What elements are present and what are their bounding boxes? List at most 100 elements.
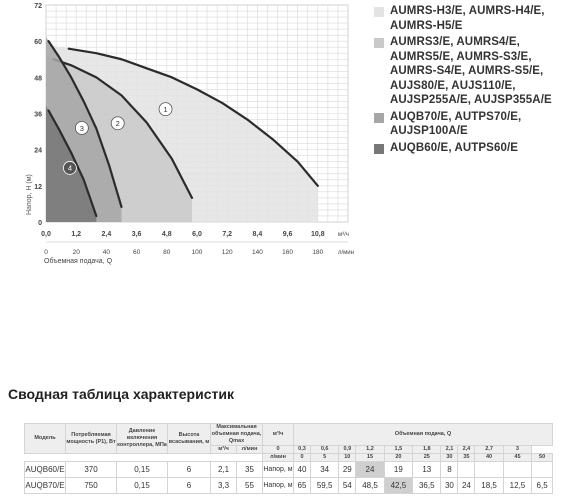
x-tick-top-label: 0,0 xyxy=(41,231,51,238)
curve-marker-label-1: 1 xyxy=(163,105,167,114)
cell-head-value: 18,5 xyxy=(474,477,504,494)
flow-m3h-value: 2,1 xyxy=(440,445,459,454)
x-tick-top-label: 6,0 xyxy=(192,231,202,238)
cell-head-value: 30 xyxy=(440,477,459,494)
x-tick-top-label: 1,2 xyxy=(71,231,81,238)
legend-swatch xyxy=(374,7,384,17)
cell-power: 370 xyxy=(65,461,117,478)
legend-swatch xyxy=(374,38,384,48)
legend-text: AUQB60/E, AUTPS60/E xyxy=(390,141,519,154)
cell-head-value xyxy=(457,461,476,478)
col-qmax-lmin: л/мин xyxy=(236,445,263,454)
cell-suction: 6 xyxy=(167,477,211,494)
cell-q-lmin: 35 xyxy=(236,461,263,478)
chart-legend: AUMRS-H3/E, AUMRS-H4/E, AUMRS-H5/E AUMRS3… xyxy=(374,4,569,157)
flow-lmin-value: 30 xyxy=(440,453,459,462)
flow-m3h-value: 1,8 xyxy=(412,445,442,454)
cell-head-value: 29 xyxy=(338,461,357,478)
x-tick-bottom-label: 80 xyxy=(163,249,171,256)
y-tick-label: 60 xyxy=(34,39,42,46)
legend-swatch xyxy=(374,112,384,123)
cell-head-value: 6,5 xyxy=(531,477,553,494)
legend-text: AUMRS3/E, AUMRS4/E, AUMRS5/E, AUMRS-S3/E… xyxy=(390,36,552,106)
col-model: Модель xyxy=(24,423,66,454)
cell-head-value: 40 xyxy=(293,461,311,478)
flow-m3h-value: 1,5 xyxy=(383,445,414,454)
table-row: AUQB60/E 370 0,15 6 2,1 35 Напор, м 40 34 29 24 19 1… xyxy=(24,461,553,478)
y-axis-label: Напор, Н (м) xyxy=(26,174,33,215)
curve-series-3 xyxy=(47,40,123,209)
flow-m3h-value: 0,3 xyxy=(293,445,311,454)
cell-head-value xyxy=(502,461,533,478)
flow-lmin-value: 50 xyxy=(531,453,553,462)
cell-head-value: 36,5 xyxy=(412,477,442,494)
cell-head-label: Напор, м xyxy=(262,477,294,494)
cell-head-value: 42,5 xyxy=(383,477,414,494)
table-row: AUQB70/E 750 0,15 6 3,3 55 Напор, м 65 59,5 54 48,… xyxy=(24,477,553,494)
cell-head-value: 65 xyxy=(293,477,311,494)
x-tick-bottom-label: 0 xyxy=(44,249,48,256)
cell-head-value xyxy=(531,461,553,478)
legend-group-4: AUQB60/E, AUTPS60/E xyxy=(374,141,569,156)
col-flow-unit-lmin: л/мин xyxy=(262,453,294,462)
y-tick-label: 48 xyxy=(34,75,42,82)
legend-group-2: AUMRS3/E, AUMRS4/E, AUMRS5/E, AUMRS-S3/E… xyxy=(374,35,569,108)
x-unit-bottom: л/мин xyxy=(338,250,354,256)
col-suction: Высота всасывания, м xyxy=(167,423,211,454)
curve-series-1 xyxy=(67,47,319,187)
flow-lmin-value: 5 xyxy=(309,453,340,462)
flow-m3h-value: 3 xyxy=(502,445,533,454)
cell-suction: 6 xyxy=(167,461,211,478)
cell-head-value: 24 xyxy=(355,461,385,478)
cell-head-value xyxy=(474,461,504,478)
curve-markers: 1 2 3 4 xyxy=(63,102,173,175)
legend-text: AUQB70/E, AUTPS70/E, AUJSP100A/E xyxy=(390,110,522,138)
cell-model: AUQB60/E xyxy=(24,461,66,478)
cell-pressure: 0,15 xyxy=(116,477,168,494)
col-flow-unit-m3h: м³/ч xyxy=(262,423,294,446)
x-unit-top: м³/ч xyxy=(338,232,349,238)
cell-head-value: 13 xyxy=(412,461,442,478)
cell-head-label: Напор, м xyxy=(262,461,294,478)
cell-q-lmin: 55 xyxy=(236,477,263,494)
curve-series-4 xyxy=(47,109,98,218)
flow-lmin-value: 25 xyxy=(412,453,442,462)
y-tick-label: 0 xyxy=(38,220,42,227)
flow-lmin-value: 15 xyxy=(355,453,385,462)
x-tick-bottom-label: 40 xyxy=(103,249,111,256)
curve-marker-2 xyxy=(110,116,125,131)
cell-head-value: 19 xyxy=(383,461,414,478)
y-tick-label: 24 xyxy=(34,148,42,155)
x-tick-top-label: 9,6 xyxy=(283,231,293,238)
cell-q-m3h: 2,1 xyxy=(210,461,237,478)
flow-lmin-value: 45 xyxy=(502,453,533,462)
legend-group-3: AUQB70/E, AUTPS70/E, AUJSP100A/E xyxy=(374,110,569,139)
cell-head-value: 34 xyxy=(309,461,340,478)
curve-series-2 xyxy=(52,58,194,199)
x-tick-top-label: 2,4 xyxy=(102,231,112,238)
flow-lmin-header-row: л/мин 0 5 10 15 20 25 30 35 40 45 50 xyxy=(24,453,553,462)
x-tick-bottom-label: 140 xyxy=(252,249,263,256)
curve-marker-1 xyxy=(158,102,173,117)
col-flow: Объемная подача, Q xyxy=(293,423,553,446)
curve-marker-3 xyxy=(74,121,89,135)
x-axis-label: Объемная подача, Q xyxy=(44,257,113,265)
spec-table: Модель Потребляемая мощность (P1), Вт Да… xyxy=(24,423,553,494)
x-tick-bottom-label: 160 xyxy=(282,249,293,256)
cell-head-value: 48,5 xyxy=(355,477,385,494)
flow-lmin-value: 0 xyxy=(293,453,311,462)
cell-head-value: 59,5 xyxy=(309,477,340,494)
cell-q-m3h: 3,3 xyxy=(210,477,237,494)
x-tick-bottom-label: 20 xyxy=(73,249,81,256)
flow-lmin-value: 20 xyxy=(383,453,414,462)
cell-power: 750 xyxy=(65,477,117,494)
col-qmax-m3h: м³/ч xyxy=(210,445,237,454)
col-power: Потребляемая мощность (P1), Вт xyxy=(65,423,117,454)
curve-marker-4 xyxy=(63,161,77,175)
header-spacer xyxy=(24,453,263,462)
cell-head-value: 8 xyxy=(440,461,459,478)
col-qmax: Максимальная объемная подача, Qmax xyxy=(210,423,263,446)
curve-marker-label-4: 4 xyxy=(68,164,72,173)
